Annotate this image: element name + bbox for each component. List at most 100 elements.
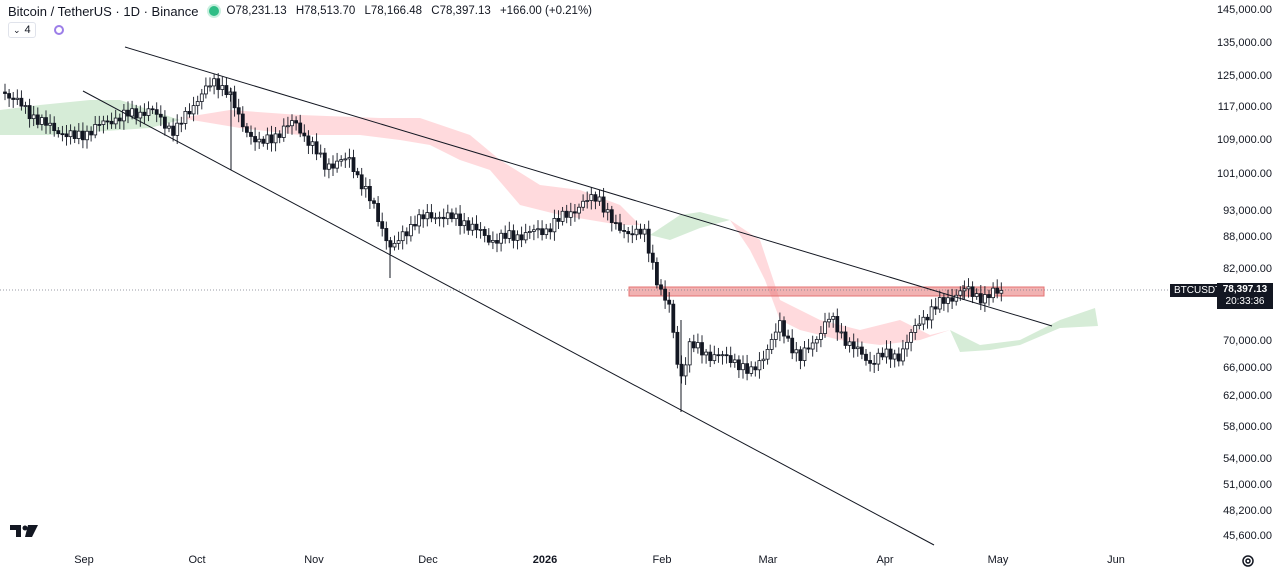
candle-up — [802, 347, 807, 361]
candle-down — [503, 232, 508, 239]
candle-down — [253, 136, 258, 143]
candle-up — [732, 359, 737, 363]
candle-up — [523, 232, 528, 241]
candle-down — [868, 360, 872, 364]
price-label: 54,000.00 — [1223, 453, 1272, 465]
low-value: L78,166.48 — [364, 5, 423, 17]
candle-up — [257, 138, 262, 143]
price-label: 125,000.00 — [1216, 70, 1272, 82]
candle-up — [605, 209, 610, 213]
candle-down — [737, 359, 741, 371]
candle-up — [810, 342, 815, 350]
candle-down — [404, 231, 409, 237]
candle-down — [978, 293, 983, 304]
candle-down — [52, 122, 57, 132]
candle-up — [876, 352, 881, 365]
candle-up — [462, 220, 467, 227]
candle-up — [175, 122, 180, 136]
candle-up — [199, 93, 204, 102]
candle-up — [536, 228, 540, 231]
time-label: May — [987, 554, 1009, 566]
tradingview-logo-icon[interactable] — [10, 524, 38, 538]
open-value: O78,231.13 — [226, 5, 287, 17]
candle-down — [150, 108, 155, 111]
high-value: H78,513.70 — [295, 5, 356, 17]
candle-up — [499, 232, 504, 244]
candle-down — [421, 214, 426, 220]
candle-up — [761, 358, 766, 362]
candle-up — [454, 213, 458, 220]
candle-up — [581, 200, 585, 208]
candle-down — [540, 228, 544, 236]
candle-up — [946, 297, 950, 304]
candle-down — [294, 120, 299, 124]
time-label: Mar — [758, 554, 778, 566]
candle-up — [827, 318, 831, 323]
candle-down — [3, 91, 7, 94]
candle-up — [281, 125, 286, 138]
candle-down — [728, 355, 733, 363]
candle-up — [507, 230, 512, 239]
price-label: 70,000.00 — [1223, 335, 1272, 347]
time-label: Nov — [304, 554, 324, 566]
candle-down — [162, 116, 167, 129]
candle-up — [408, 223, 413, 237]
candle-up — [634, 228, 639, 236]
candle-up — [544, 228, 549, 236]
last-price-tag: 78,397.13 20:33:36 — [1217, 283, 1273, 309]
price-label: 45,600.00 — [1223, 530, 1272, 542]
candle-down — [380, 221, 385, 229]
candle-up — [31, 114, 36, 120]
candle-up — [769, 339, 774, 350]
candle-down — [675, 331, 680, 365]
candle-up — [265, 134, 270, 144]
candle-up — [93, 124, 98, 136]
candle-down — [860, 346, 864, 355]
time-label: Jun — [1107, 554, 1125, 566]
price-label: 66,000.00 — [1223, 362, 1272, 374]
candle-up — [814, 339, 819, 344]
candle-up — [560, 210, 565, 222]
candle-up — [273, 133, 278, 144]
indicators-toggle[interactable]: ⌄ 4 — [8, 22, 36, 38]
price-label: 135,000.00 — [1216, 37, 1272, 49]
candle-up — [437, 216, 442, 219]
candle-down — [843, 331, 848, 346]
symbol-title[interactable]: Bitcoin / TetherUS · 1D · Binance — [8, 3, 199, 19]
candle-down — [896, 353, 901, 362]
candle-up — [741, 363, 745, 371]
candle-down — [117, 117, 122, 122]
candle-up — [347, 157, 352, 160]
candle-up — [892, 353, 897, 360]
candle-down — [171, 125, 176, 136]
candle-up — [794, 349, 799, 354]
candle-down — [35, 114, 40, 125]
candle-up — [15, 97, 20, 100]
candle-down — [314, 141, 319, 155]
candle-up — [577, 206, 581, 214]
time-label: 2026 — [532, 554, 558, 566]
candle-up — [326, 163, 331, 170]
candle-up — [929, 306, 934, 321]
candle-up — [445, 212, 450, 220]
candles — [3, 73, 1004, 412]
candle-down — [593, 194, 598, 202]
candle-down — [466, 220, 471, 231]
candle-up — [396, 240, 401, 244]
loading-icon — [53, 25, 64, 35]
candle-down — [790, 337, 795, 354]
change-value: +166.00 (+0.21%) — [499, 5, 593, 17]
indicator-bar: ⌄ 4 — [8, 22, 64, 38]
symbol-legend[interactable]: Bitcoin / TetherUS · 1D · Binance O78,23… — [8, 2, 598, 20]
candle-up — [683, 364, 688, 377]
candle-up — [85, 130, 89, 141]
candle-down — [372, 200, 376, 204]
candle-down — [81, 130, 85, 141]
candle-up — [991, 287, 995, 299]
settings-gear-icon[interactable] — [1241, 554, 1255, 568]
candle-up — [208, 85, 212, 88]
price-label: 88,000.00 — [1223, 231, 1272, 243]
candle-up — [901, 348, 905, 362]
candle-up — [704, 351, 708, 356]
